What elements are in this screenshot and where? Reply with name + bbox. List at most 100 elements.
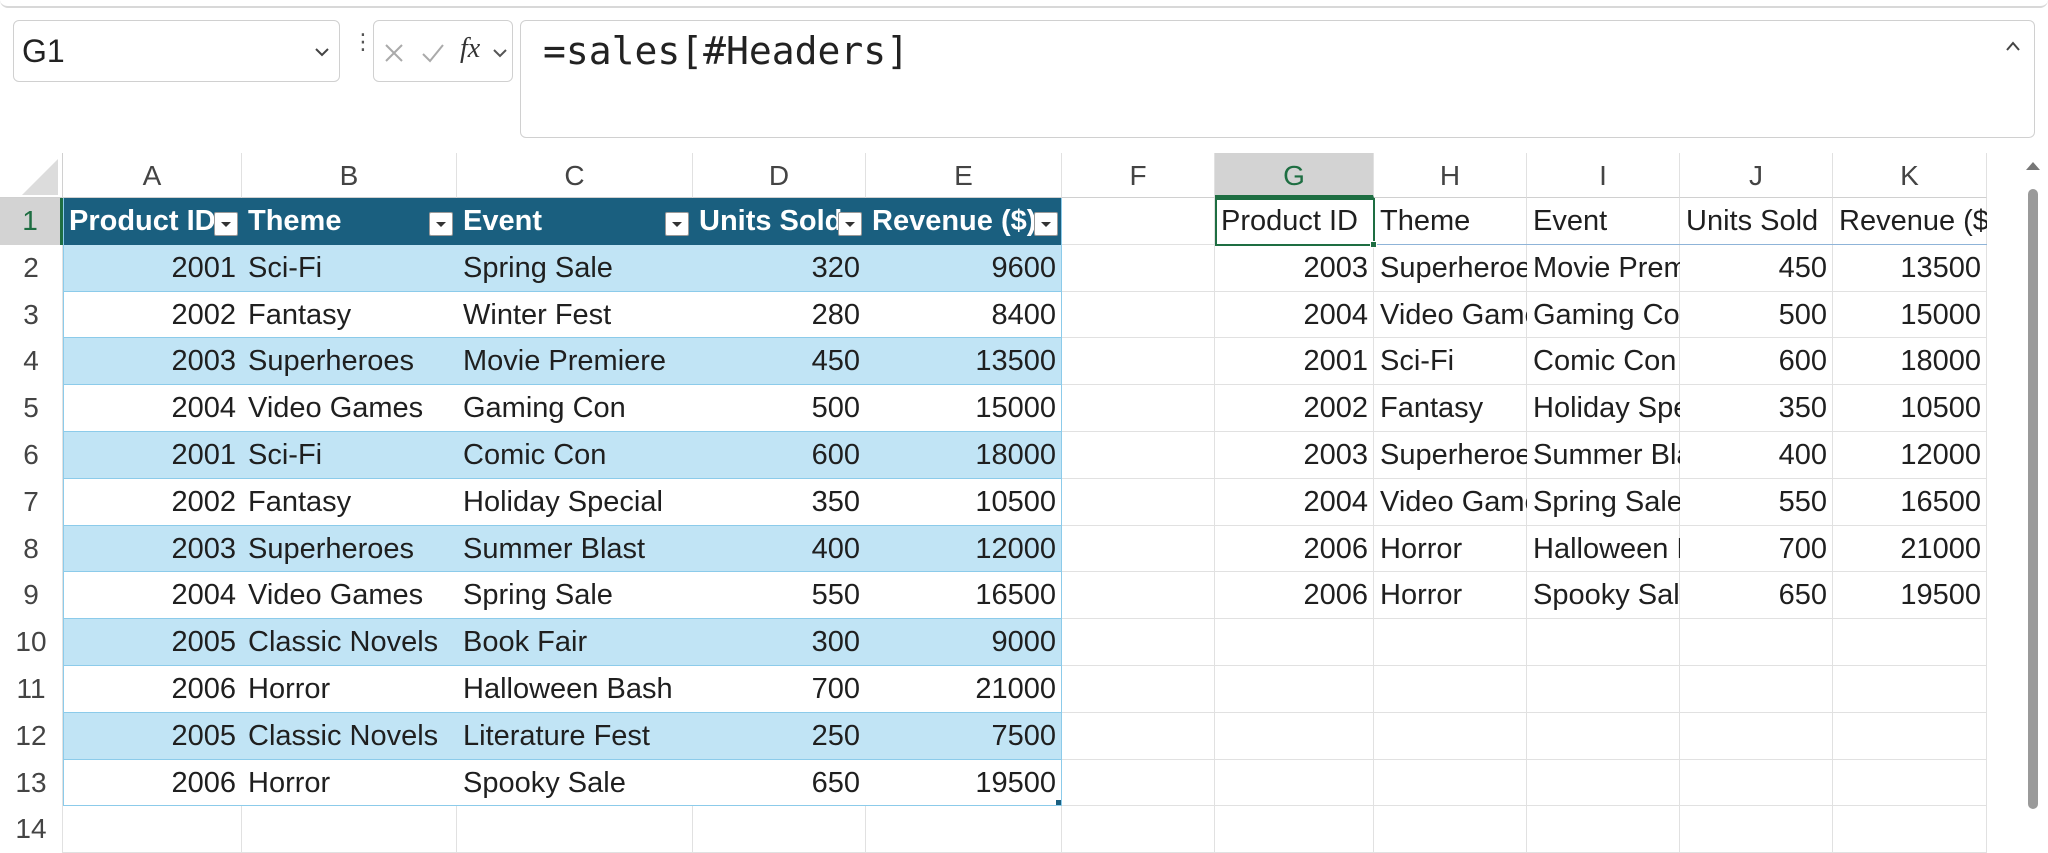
table-cell: 2003 <box>63 525 242 573</box>
filter-button[interactable] <box>429 212 453 236</box>
table-cell: 2002 <box>1303 392 1368 425</box>
table-cell: 2006 <box>1303 579 1368 612</box>
table-cell: Video Games <box>242 385 457 432</box>
table-cell: Superheroes <box>242 525 457 573</box>
table-cell: 300 <box>693 619 866 666</box>
enter-icon[interactable] <box>420 41 446 65</box>
name-box[interactable]: G1 <box>13 20 340 82</box>
grid-cell <box>1527 666 1680 713</box>
cancel-icon[interactable] <box>382 41 406 65</box>
corner[interactable] <box>0 153 63 198</box>
table-cell: 21000 <box>1900 532 1981 565</box>
table-cell: Holiday Special <box>1533 392 1680 425</box>
scrollbar[interactable] <box>2018 153 2048 853</box>
table-cell: 700 <box>693 666 866 713</box>
table-cell: Gaming Con <box>1533 298 1680 331</box>
table-cell: Sci-Fi <box>242 244 457 292</box>
grid-cell <box>1215 759 1374 807</box>
filter-button[interactable] <box>214 212 238 236</box>
grid-cell <box>1680 619 1833 666</box>
column-header: F <box>1062 153 1215 198</box>
table-cell: Video Games <box>1380 485 1527 518</box>
table-cell: 320 <box>693 244 866 292</box>
grid-cell <box>1062 198 1215 245</box>
row-header: 6 <box>0 432 63 479</box>
table-header-cell: Units Sold <box>1680 198 1833 245</box>
table-cell: 400 <box>693 525 866 573</box>
column-header: C <box>457 153 693 198</box>
grid-cell <box>1062 712 1215 760</box>
grid-cell <box>1374 244 1527 292</box>
grid-cell <box>1215 666 1374 713</box>
table-cell: Spring Sale <box>1533 485 1680 518</box>
table-cell: Summer Blast <box>457 525 693 573</box>
table-cell: 550 <box>693 572 866 620</box>
formula-box[interactable]: =sales[#Headers] <box>520 20 2035 138</box>
table-cell: Superheroes <box>1380 251 1527 284</box>
table-cell: 2004 <box>63 572 242 620</box>
grid-cell <box>1062 806 1215 853</box>
table-cell: Summer Blast <box>1533 439 1680 471</box>
collapse-icon[interactable] <box>2004 39 2022 53</box>
table-cell: Fantasy <box>1380 392 1484 425</box>
table-header-cell: Theme <box>242 198 457 245</box>
filter-button[interactable] <box>838 212 862 236</box>
row-header: 4 <box>0 338 63 386</box>
table-cell: 8400 <box>866 291 1062 339</box>
column-header: G <box>1215 153 1374 198</box>
more-icon[interactable]: ⋮ <box>352 29 374 54</box>
grid-cell <box>1062 478 1215 526</box>
table-cell: Fantasy <box>242 291 457 339</box>
grid-cell <box>1833 432 1987 479</box>
table-cell: 2003 <box>1303 439 1368 471</box>
table-cell: 600 <box>1778 345 1827 378</box>
table-cell: 21000 <box>866 666 1062 713</box>
grid-cell <box>1215 291 1374 339</box>
filter-button[interactable] <box>1034 212 1058 236</box>
table-cell: 2004 <box>1303 298 1368 331</box>
formula-text: =sales[#Headers] <box>543 29 910 73</box>
table-cell: 2004 <box>63 385 242 432</box>
table-cell: Superheroes <box>1380 439 1527 471</box>
table-cell: Holiday Special <box>457 478 693 526</box>
table-cell: Horror <box>242 759 457 807</box>
row-header: 9 <box>0 572 63 620</box>
table-cell: 2004 <box>1303 485 1368 518</box>
table-cell: Horror <box>1380 579 1463 612</box>
table-cell: 2003 <box>1303 251 1368 284</box>
grid-cell <box>1062 619 1215 666</box>
table-cell: Book Fair <box>457 619 693 666</box>
selection <box>1215 198 1375 246</box>
grid-cell <box>1374 385 1527 432</box>
table-cell: 700 <box>1778 532 1827 565</box>
grid-cell <box>1680 432 1833 479</box>
table-cell: Fantasy <box>242 478 457 526</box>
grid-cell <box>1527 385 1680 432</box>
grid-cell <box>1527 244 1680 292</box>
grid-cell <box>1215 385 1374 432</box>
row-header: 8 <box>0 525 63 573</box>
function-icon[interactable]: fx <box>460 33 481 64</box>
table-cell: 10500 <box>866 478 1062 526</box>
fx-dropdown[interactable] <box>492 45 508 61</box>
grid-cell <box>1833 619 1987 666</box>
table-header-cell: Event <box>457 198 693 245</box>
table-cell: Horror <box>1380 532 1463 565</box>
table-header-cell: Revenue ($) <box>866 198 1062 245</box>
grid-cell <box>1062 385 1215 432</box>
column-header: H <box>1374 153 1527 198</box>
grid-cell <box>1833 291 1987 339</box>
table-cell: 550 <box>1778 485 1827 518</box>
table-cell: Literature Fest <box>457 712 693 760</box>
table-header-cell: Product ID <box>1215 198 1374 245</box>
grid-cell <box>1062 291 1215 339</box>
table-cell: Video Games <box>1380 298 1527 331</box>
grid-cell <box>1215 244 1374 292</box>
grid-cell <box>1527 525 1680 573</box>
table-cell: 2006 <box>63 759 242 807</box>
grid-cell <box>1833 244 1987 292</box>
grid-cell <box>1527 478 1680 526</box>
table-cell: Spring Sale <box>457 244 693 292</box>
grid-cell <box>1062 525 1215 573</box>
filter-button[interactable] <box>665 212 689 236</box>
